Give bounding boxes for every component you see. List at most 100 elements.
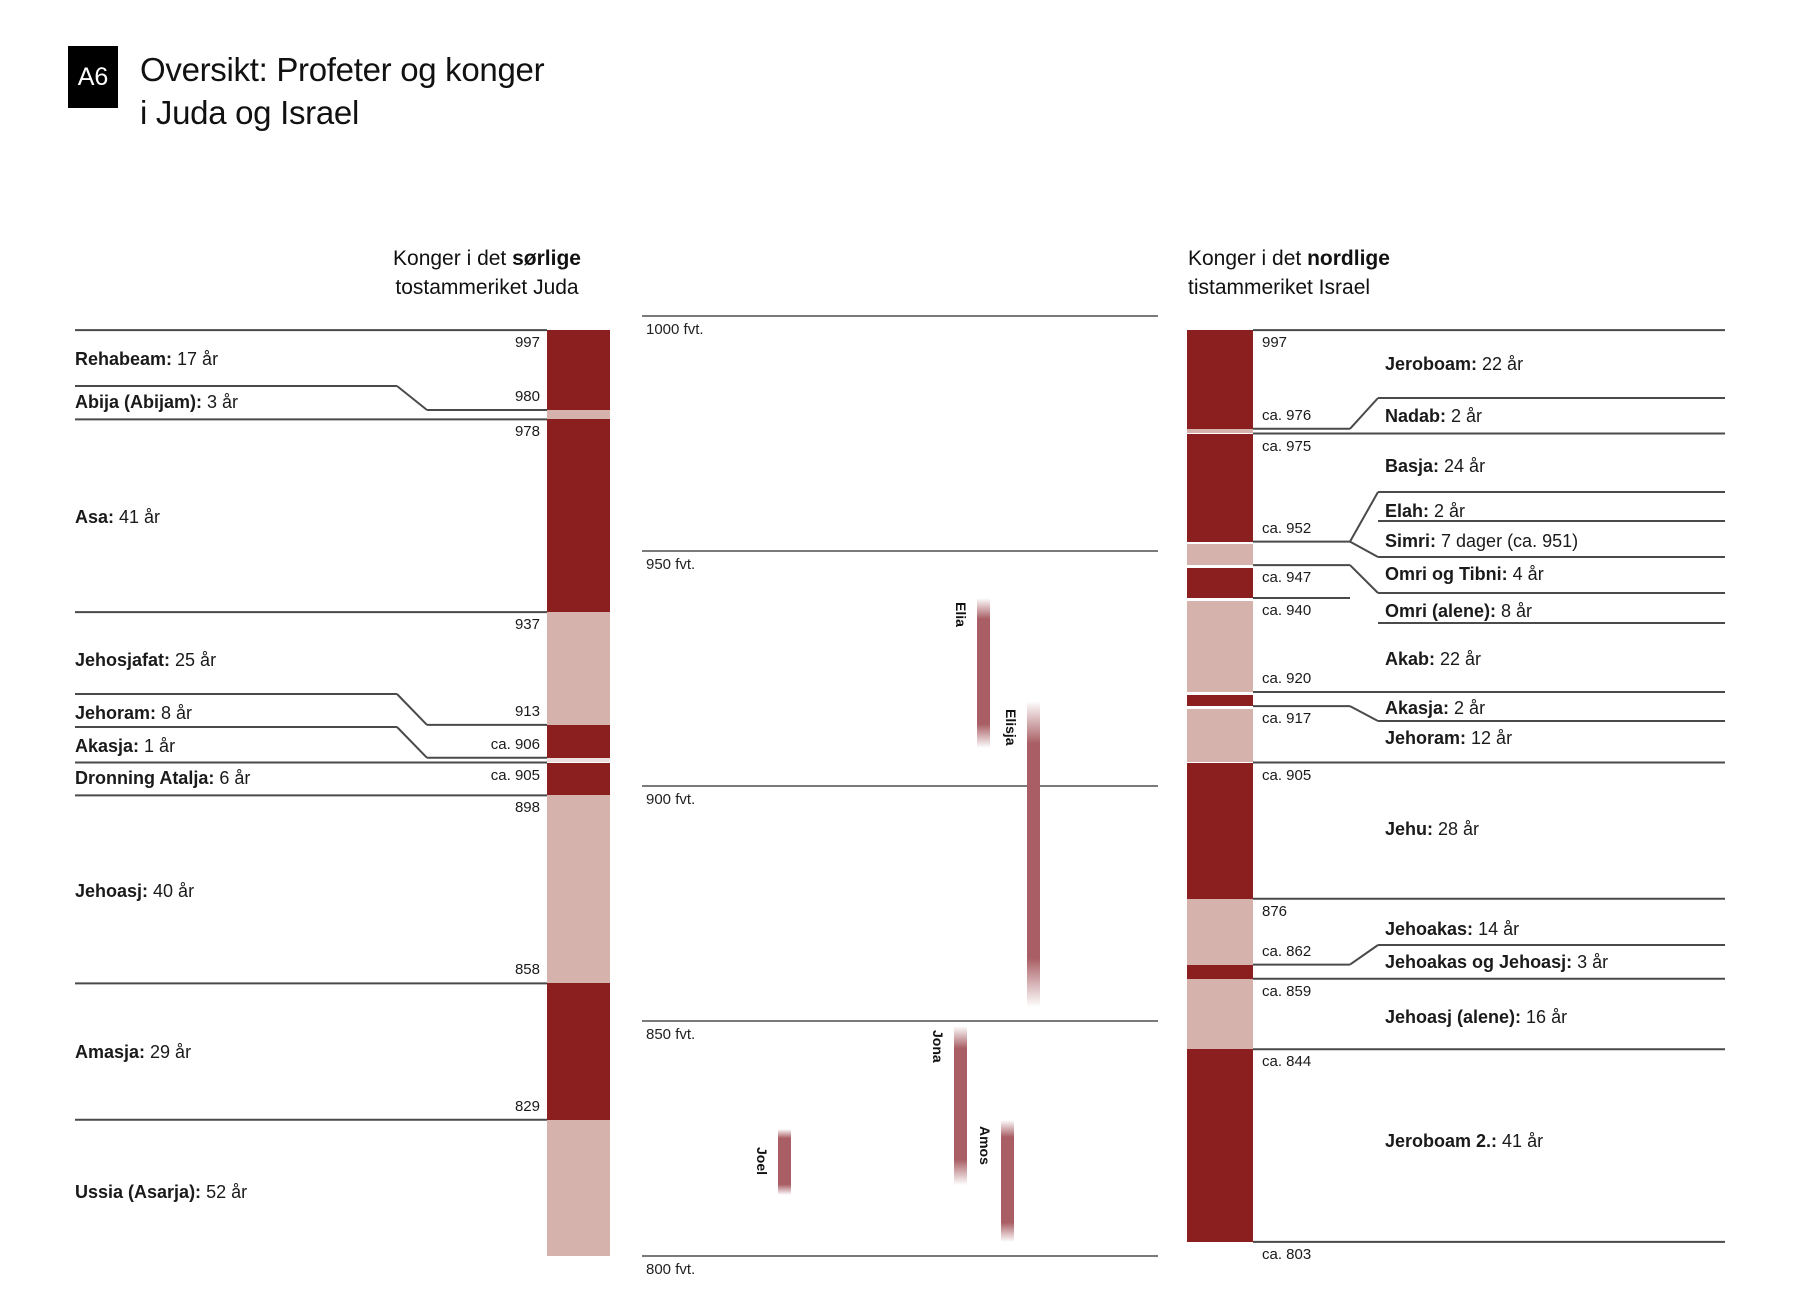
juda-king-label-5: Jehoram: 8 år xyxy=(75,703,193,723)
israel-column-header: Konger i det nordlige tistammeriket Isra… xyxy=(1188,244,1608,302)
prophet-bar-jona xyxy=(954,1025,967,1186)
israel-king-1-label: Jeroboam: 22 år xyxy=(1385,354,1524,374)
juda-bar-segment-1 xyxy=(547,330,610,410)
juda-header-line2: tostammeriket Juda xyxy=(395,276,579,299)
israel-bar-segment-13 xyxy=(1187,1049,1253,1242)
israel-king-3-label: Basja: 24 år xyxy=(1385,456,1486,476)
israel-bar-segment-2 xyxy=(1187,428,1253,434)
page-title-line2: i Juda og Israel xyxy=(140,94,359,131)
israel-king-6-year-label: ca. 947 xyxy=(1262,569,1312,587)
axis-tick-label-850: 850 fvt. xyxy=(646,1026,696,1043)
juda-year-label-10: 829 xyxy=(514,1097,540,1115)
juda-header-line1: Konger i det sørlige xyxy=(393,247,581,270)
israel-king-9-year-label: ca. 920 xyxy=(1262,670,1312,687)
juda-bar-segment-9 xyxy=(547,983,610,1120)
juda-king-label-1: Rehabeam: 17 år xyxy=(75,349,219,369)
israel-king-6-label: Omri og Tibni: 4 år xyxy=(1385,564,1544,584)
israel-bar-segment-4 xyxy=(1187,544,1253,566)
israel-bar-segment-1 xyxy=(1187,330,1253,429)
juda-year-label-2: 980 xyxy=(514,388,540,405)
juda-king-label-7: Dronning Atalja: 6 år xyxy=(75,768,251,788)
juda-year-label-1: 997 xyxy=(514,334,540,352)
prophet-label-jona: Jona xyxy=(930,1029,946,1063)
juda-year-label-4: 937 xyxy=(514,616,540,634)
israel-king-2-year-label: ca. 976 xyxy=(1262,406,1312,424)
israel-king-13-leader-diagonal xyxy=(1349,944,1379,966)
juda-year-label-3: 978 xyxy=(514,423,540,441)
israel-bar-segment-5 xyxy=(1187,567,1253,598)
page-title: Oversikt: Profeter og konger i Juda og I… xyxy=(140,48,545,134)
israel-king-15-label: Jeroboam 2.: 41 år xyxy=(1385,1131,1544,1151)
israel-header-line2: tistammeriket Israel xyxy=(1188,276,1371,299)
juda-king-label-8: Jehoasj: 40 år xyxy=(75,881,195,901)
prophet-label-amos: Amos xyxy=(977,1125,993,1165)
israel-end-year-label: ca. 803 xyxy=(1262,1245,1312,1263)
israel-king-11-label: Jehu: 28 år xyxy=(1385,819,1480,839)
prophet-label-elisja: Elisja xyxy=(1003,709,1019,746)
juda-king-label-6: Akasja: 1 år xyxy=(75,736,176,756)
juda-bar-segment-10 xyxy=(547,1119,610,1256)
juda-bar-segment-6 xyxy=(547,757,610,763)
prophet-label-joel: Joel xyxy=(754,1147,770,1176)
israel-king-5-leader-diagonal xyxy=(1349,540,1379,558)
israel-bar-segment-10 xyxy=(1187,898,1253,965)
israel-king-14-year-label: ca. 859 xyxy=(1262,982,1312,1000)
juda-bar-segment-7 xyxy=(547,762,610,796)
israel-king-13-label: Jehoakas og Jehoasj: 3 år xyxy=(1385,952,1609,972)
israel-king-11-year-label: ca. 905 xyxy=(1262,766,1312,784)
juda-king-leader-diagonal-6 xyxy=(396,726,428,759)
prophet-bar-amos xyxy=(1001,1119,1014,1242)
prophet-bar-elisja xyxy=(1027,701,1040,1007)
juda-bar-segment-3 xyxy=(547,419,610,613)
israel-king-8-label: Akab: 22 år xyxy=(1385,649,1482,669)
juda-king-leader-diagonal-2 xyxy=(396,385,428,411)
axis-tick-label-1000: 1000 fvt. xyxy=(646,321,704,338)
axis-tick-label-800: 800 fvt. xyxy=(646,1261,696,1278)
juda-king-label-3: Asa: 41 år xyxy=(75,507,161,527)
juda-year-label-7: ca. 905 xyxy=(490,766,540,784)
israel-king-2-leader-diagonal xyxy=(1349,397,1379,430)
juda-year-label-8: 898 xyxy=(514,799,540,817)
juda-column-header: Konger i det sørlige tostammeriket Juda xyxy=(287,244,687,302)
juda-bar-segment-4 xyxy=(547,612,610,725)
israel-king-15-year-label: ca. 844 xyxy=(1262,1053,1312,1071)
israel-bar-segment-11 xyxy=(1187,964,1253,979)
juda-king-label-10: Ussia (Asarja): 52 år xyxy=(75,1182,248,1202)
axis-tick-label-900: 900 fvt. xyxy=(646,791,696,808)
israel-king-3-year-label: ca. 975 xyxy=(1262,437,1312,455)
israel-king-6-leader-diagonal xyxy=(1349,564,1379,594)
israel-bar-segment-6 xyxy=(1187,600,1253,692)
israel-king-1-year-label: 997 xyxy=(1262,334,1288,352)
israel-king-10-year-label: ca. 917 xyxy=(1262,710,1312,728)
israel-bar-segment-7 xyxy=(1187,694,1253,707)
israel-king-7-year-label: ca. 940 xyxy=(1262,602,1312,619)
axis-tick-label-950: 950 fvt. xyxy=(646,556,696,573)
juda-bar-segment-5 xyxy=(547,724,610,758)
israel-king-13-year-label: ca. 862 xyxy=(1262,942,1312,960)
juda-king-leader-diagonal-5 xyxy=(396,693,428,726)
juda-bar-segment-2 xyxy=(547,410,610,420)
israel-king-5-label: Simri: 7 dager (ca. 951) xyxy=(1385,531,1579,551)
israel-king-10-label: Jehoram: 12 år xyxy=(1385,728,1513,748)
juda-king-label-4: Jehosjafat: 25 år xyxy=(75,650,217,670)
prophet-label-elia: Elia xyxy=(953,602,969,627)
juda-year-label-5: 913 xyxy=(514,702,540,720)
juda-year-label-6: ca. 906 xyxy=(490,735,540,753)
israel-bar-segment-3 xyxy=(1187,433,1253,542)
israel-king-4-leader-diagonal xyxy=(1349,491,1379,543)
israel-bar-segment-8 xyxy=(1187,708,1253,763)
israel-king-10-leader-diagonal xyxy=(1349,705,1379,722)
israel-king-4-label: Elah: 2 år xyxy=(1385,501,1466,521)
israel-king-9-label: Akasja: 2 år xyxy=(1385,698,1486,718)
juda-bar-segment-8 xyxy=(547,795,610,984)
israel-king-4-year-label: ca. 952 xyxy=(1262,519,1312,537)
israel-king-2-label: Nadab: 2 år xyxy=(1385,406,1483,426)
prophet-bar-elia xyxy=(977,598,990,749)
israel-bar-segment-9 xyxy=(1187,762,1253,899)
page-title-line1: Oversikt: Profeter og konger xyxy=(140,51,545,88)
juda-king-label-9: Amasja: 29 år xyxy=(75,1042,192,1062)
israel-king-14-label: Jehoasj (alene): 16 år xyxy=(1385,1007,1568,1027)
juda-year-label-9: 858 xyxy=(514,961,540,979)
